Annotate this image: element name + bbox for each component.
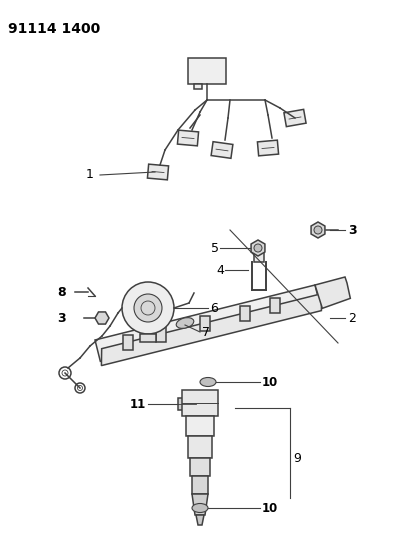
Text: 3: 3	[58, 311, 66, 325]
Polygon shape	[240, 305, 250, 321]
Polygon shape	[123, 335, 133, 350]
Text: 6: 6	[210, 302, 218, 314]
Polygon shape	[200, 316, 210, 330]
Polygon shape	[258, 140, 279, 156]
Polygon shape	[196, 515, 204, 525]
Circle shape	[314, 226, 322, 234]
Polygon shape	[315, 277, 350, 309]
Polygon shape	[101, 294, 322, 366]
Polygon shape	[188, 436, 212, 458]
Text: 91114 1400: 91114 1400	[8, 22, 100, 36]
Polygon shape	[188, 58, 226, 84]
Text: 5: 5	[211, 241, 219, 254]
Polygon shape	[284, 109, 306, 127]
Text: 2: 2	[348, 311, 356, 325]
Circle shape	[254, 244, 262, 252]
Ellipse shape	[192, 504, 208, 513]
Polygon shape	[311, 222, 325, 238]
Ellipse shape	[176, 318, 194, 328]
Text: 3: 3	[348, 223, 357, 237]
Polygon shape	[182, 390, 218, 416]
Circle shape	[134, 294, 162, 322]
Polygon shape	[178, 130, 199, 146]
Polygon shape	[192, 494, 208, 515]
Text: 4: 4	[216, 263, 224, 277]
Text: 1: 1	[86, 168, 94, 182]
Text: 7: 7	[202, 327, 210, 340]
Polygon shape	[95, 312, 109, 324]
Text: 10: 10	[262, 502, 278, 514]
Polygon shape	[251, 240, 265, 256]
Polygon shape	[156, 327, 166, 342]
Polygon shape	[186, 416, 214, 436]
Text: 9: 9	[293, 451, 301, 464]
Polygon shape	[178, 398, 196, 410]
Polygon shape	[192, 476, 208, 494]
Circle shape	[122, 282, 174, 334]
Text: 8: 8	[58, 286, 66, 298]
Polygon shape	[95, 285, 320, 361]
Polygon shape	[140, 334, 156, 342]
Polygon shape	[270, 298, 281, 313]
Polygon shape	[194, 84, 202, 89]
Polygon shape	[211, 142, 233, 158]
Ellipse shape	[200, 377, 216, 386]
Text: 11: 11	[130, 398, 146, 410]
Polygon shape	[254, 252, 264, 262]
Polygon shape	[147, 164, 169, 180]
Polygon shape	[190, 458, 210, 476]
Text: 10: 10	[262, 376, 278, 389]
